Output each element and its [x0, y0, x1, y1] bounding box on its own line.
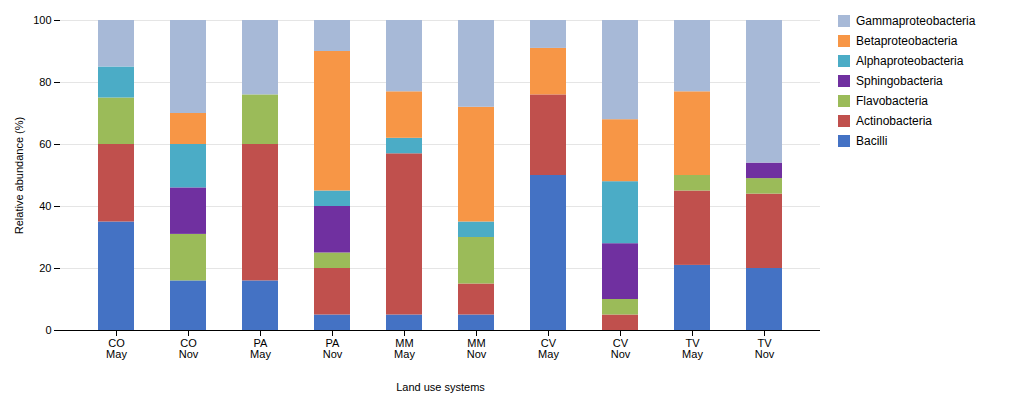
html-text:Actinobacteria: Actinobacteria	[856, 114, 932, 128]
svg-text:MMNov: MMNov	[467, 337, 487, 360]
svg-text:PANov: PANov	[323, 337, 343, 360]
svg-text:CVNov: CVNov	[611, 337, 631, 360]
svg-text:100: 100	[33, 14, 51, 26]
svg-text:40: 40	[39, 200, 51, 212]
svg-text:80: 80	[39, 76, 51, 88]
svg-text:Relative abundance (%): Relative abundance (%)	[13, 117, 25, 234]
html-text:Alphaproteobacteria: Alphaproteobacteria	[856, 54, 964, 68]
svg-text:TVMay: TVMay	[682, 337, 703, 360]
svg-text:60: 60	[39, 138, 51, 150]
html-text:Gammaproteobacteria: Gammaproteobacteria	[856, 14, 976, 28]
svg-text:COMay: COMay	[106, 337, 127, 360]
svg-text:Land use systems: Land use systems	[396, 381, 485, 393]
html-text:Sphingobacteria: Sphingobacteria	[856, 74, 943, 88]
html-text:Bacilli: Bacilli	[856, 134, 888, 148]
svg-text:20: 20	[39, 262, 51, 274]
svg-text:CVMay: CVMay	[538, 337, 559, 360]
svg-text:CONov: CONov	[179, 337, 199, 360]
svg-text:0: 0	[45, 324, 51, 336]
html-text:Flavobacteria: Flavobacteria	[856, 94, 928, 108]
svg-text:TVNov: TVNov	[755, 337, 775, 360]
html-text:Betaproteobacteria: Betaproteobacteria	[856, 34, 958, 48]
svg-text:MMMay: MMMay	[394, 337, 415, 360]
svg-text:PAMay: PAMay	[250, 337, 271, 360]
